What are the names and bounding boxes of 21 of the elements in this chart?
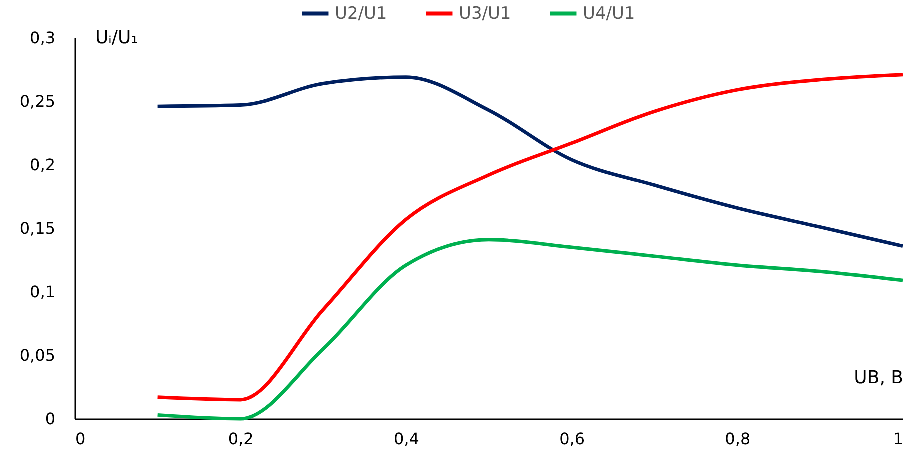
- line-series: [156, 238, 905, 421]
- y-axis-title: Uᵢ/U₁: [96, 28, 138, 48]
- x-tick-label: 0,2: [228, 430, 254, 448]
- y-tick-label: 0: [45, 410, 56, 428]
- y-tick-label: 0,1: [30, 282, 56, 302]
- y-tick-label: 0,2: [30, 156, 56, 174]
- line-series: [156, 73, 905, 402]
- y-tick-label: 0,25: [20, 92, 56, 111]
- x-tick-label: 0,6: [560, 430, 586, 448]
- x-tick-label: 0,8: [725, 430, 751, 448]
- x-tick-label: 1: [893, 430, 904, 448]
- x-tick-label: 0,4: [394, 430, 420, 448]
- x-axis-title: UB, B: [854, 368, 904, 388]
- y-tick-label: 0,3: [30, 28, 56, 48]
- x-tick-label: 0: [76, 430, 86, 448]
- y-tick-label: 0,05: [20, 346, 56, 365]
- line-series: [156, 76, 905, 248]
- legend-label: U4/U1: [583, 4, 636, 24]
- legend-label: U3/U1: [459, 4, 512, 24]
- y-tick-label: 0,15: [20, 219, 56, 238]
- legend-label: U2/U1: [335, 4, 388, 24]
